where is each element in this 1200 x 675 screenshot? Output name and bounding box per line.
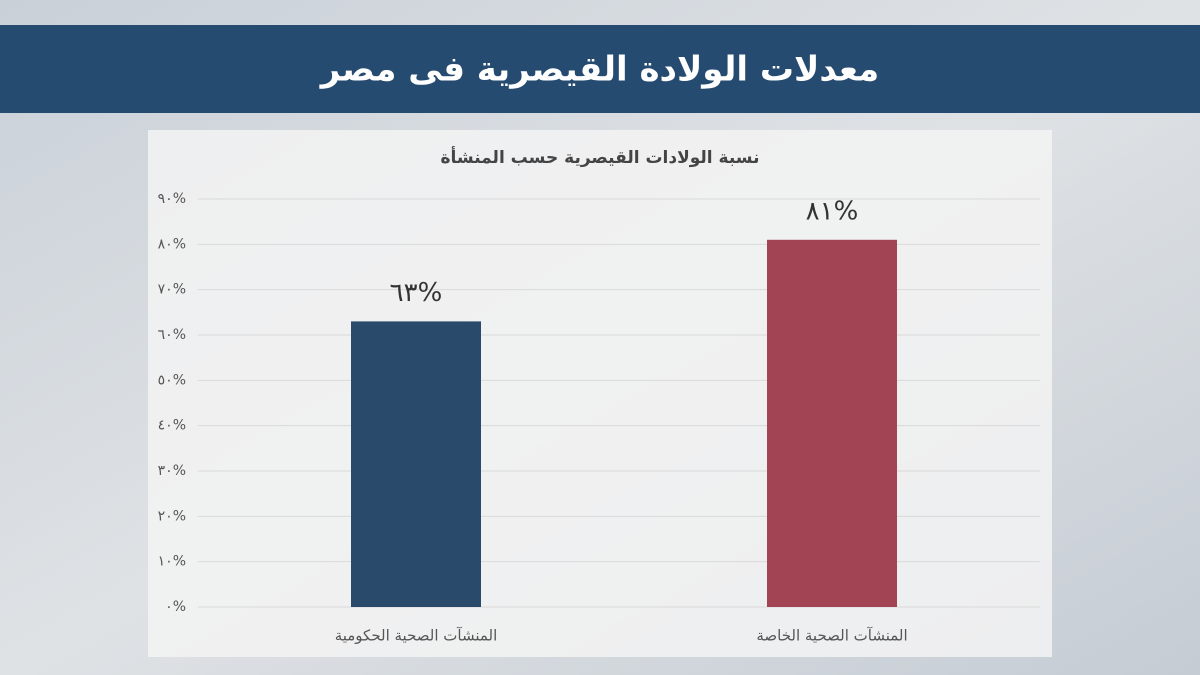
value-label: ٨١%: [806, 196, 859, 226]
y-tick-label: ٨٠%: [158, 236, 186, 252]
chart-title: نسبة الولادات القيصرية حسب المنشأة: [441, 146, 760, 168]
y-tick-label: ٢٠%: [158, 508, 186, 524]
y-tick-label: ٩٠%: [158, 191, 186, 207]
value-label: ٦٣%: [390, 278, 443, 308]
y-tick-label: ٤٠%: [158, 418, 186, 434]
y-tick-label: ٥٠%: [158, 372, 186, 388]
bar: [767, 239, 897, 608]
bar: [351, 321, 481, 607]
y-tick-label: ٣٠%: [158, 463, 186, 479]
x-tick-label: المنشآت الصحية الحكومية: [335, 627, 498, 645]
x-tick-label: المنشآت الصحية الخاصة: [756, 627, 907, 645]
y-tick-label: ٦٠%: [158, 327, 186, 343]
banner-title: معدلات الولادة القيصرية فى مصر: [319, 50, 879, 90]
y-tick-label: ٠%: [165, 599, 186, 615]
y-tick-label: ٧٠%: [158, 282, 186, 298]
chart-panel: [148, 130, 1052, 657]
banner: [0, 25, 1200, 113]
y-tick-label: ١٠%: [158, 554, 186, 570]
